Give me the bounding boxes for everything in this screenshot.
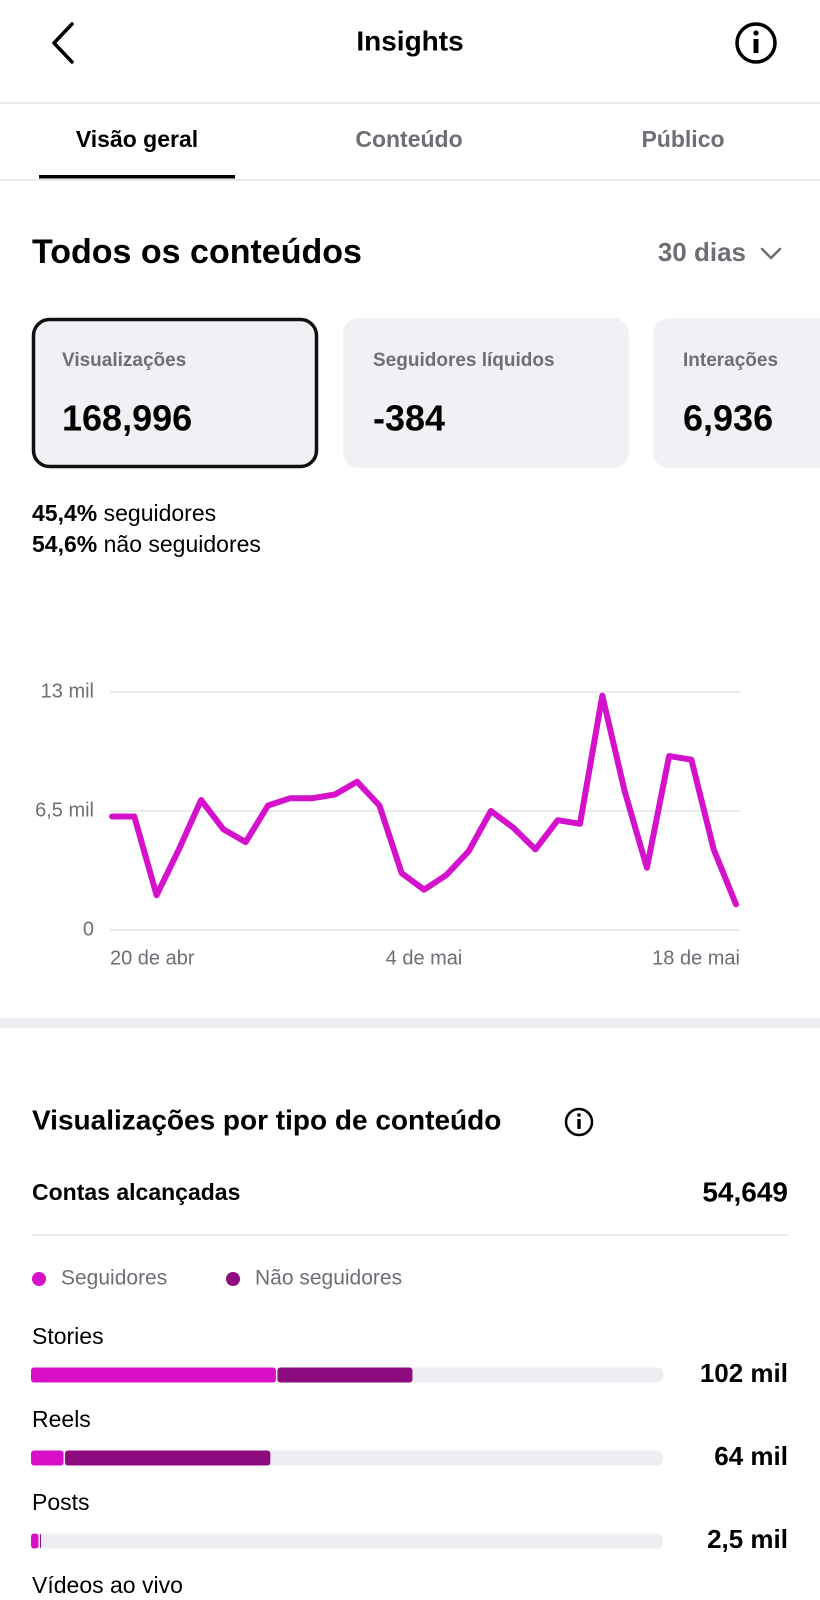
info-button[interactable]	[735, 22, 777, 64]
row-label: Reels	[32, 1406, 91, 1432]
bar-segment	[31, 1533, 39, 1549]
back-button[interactable]	[52, 22, 74, 64]
period-selector[interactable]: 30 dias	[658, 237, 746, 267]
split-label: seguidores	[104, 500, 217, 526]
header-title: Insights	[356, 25, 463, 56]
x-tick-label: 4 de mai	[386, 947, 463, 969]
card-label: Seguidores líquidos	[373, 350, 555, 371]
x-tick-label: 18 de mai	[652, 947, 740, 969]
y-tick-label: 6,5 mil	[35, 799, 94, 821]
row-label: Posts	[32, 1489, 90, 1515]
bar-segment	[277, 1367, 413, 1383]
x-tick-label: 20 de abr	[110, 947, 195, 969]
split-line: 45,4% seguidores	[32, 500, 216, 526]
card-label: Visualizações	[62, 350, 186, 371]
tab[interactable]: Público	[641, 126, 724, 152]
row-label: Vídeos ao vivo	[32, 1572, 183, 1598]
bar-segment	[65, 1450, 271, 1466]
bar-value-label: 2,5 mil	[707, 1524, 788, 1554]
bar-segment	[31, 1450, 64, 1466]
legend-label: Não seguidores	[255, 1267, 402, 1290]
split-value: 54,6%	[32, 531, 97, 557]
bar-value-label: 64 mil	[714, 1441, 788, 1471]
tab[interactable]: Conteúdo	[355, 126, 462, 152]
metric-card[interactable]	[31, 317, 319, 469]
y-tick-label: 0	[83, 918, 94, 940]
card-value: 6,936	[683, 398, 773, 439]
legend-label: Seguidores	[61, 1267, 167, 1290]
tab-indicator	[39, 175, 235, 179]
row-label: Stories	[32, 1323, 104, 1349]
bar-segment	[39, 1533, 41, 1549]
section-title: Visualizações por tipo de conteúdo	[32, 1104, 501, 1135]
split-value: 45,4%	[32, 500, 97, 526]
split-label: não seguidores	[104, 531, 261, 557]
section-separator	[0, 1018, 820, 1028]
info-icon[interactable]	[564, 1107, 594, 1137]
split-line: 54,6% não seguidores	[32, 531, 261, 557]
legend-swatch	[32, 1272, 46, 1286]
card-label: Interações	[683, 350, 778, 371]
bar-value-label: 102 mil	[700, 1358, 788, 1388]
section-title: Todos os conteúdos	[32, 233, 362, 271]
reach-label: Contas alcançadas	[32, 1179, 240, 1205]
metric-card[interactable]	[343, 318, 629, 468]
card-value: 168,996	[62, 398, 192, 439]
chevron	[760, 247, 782, 260]
line-series	[109, 692, 739, 908]
bar-segment	[31, 1367, 276, 1383]
bar-track	[31, 1533, 663, 1549]
reach-value: 54,649	[702, 1176, 788, 1207]
tab[interactable]: Visão geral	[76, 126, 198, 152]
card-value: -384	[373, 398, 445, 439]
y-tick-label: 13 mil	[41, 680, 94, 702]
legend-swatch	[226, 1272, 240, 1286]
metric-card[interactable]	[653, 318, 820, 468]
